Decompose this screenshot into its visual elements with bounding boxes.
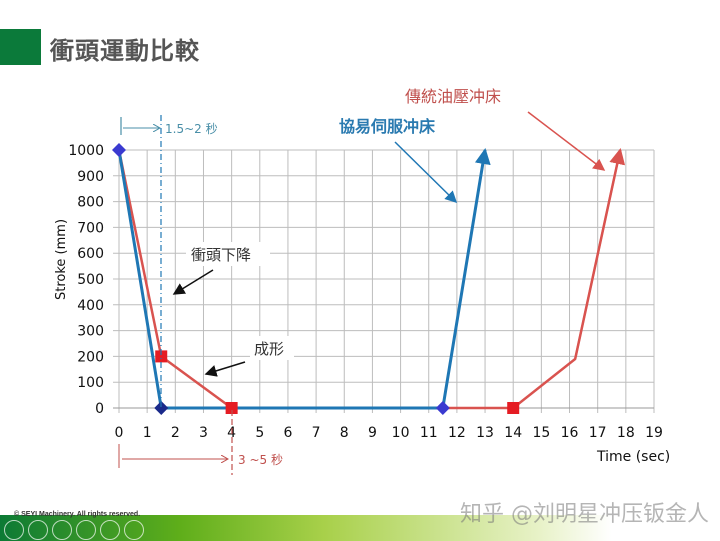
y-tick-label: 1000 <box>68 143 104 159</box>
y-tick-label: 100 <box>77 375 104 391</box>
nav-forward-icon[interactable] <box>28 520 48 540</box>
y-tick-label: 700 <box>77 220 104 236</box>
servo-rise-arrow <box>441 148 491 409</box>
servo-data-point <box>435 401 450 415</box>
x-tick-label: 17 <box>589 425 607 441</box>
y-axis-label: Stroke (mm) <box>54 219 69 300</box>
more-icon[interactable] <box>124 520 144 540</box>
footer-bar <box>0 515 720 541</box>
y-tick-label: 900 <box>77 169 104 185</box>
zoom-icon[interactable] <box>100 520 120 540</box>
x-tick-label: 13 <box>476 425 494 441</box>
forming-label: 成形 <box>254 340 284 358</box>
descent-arrow <box>172 269 214 295</box>
title-accent-block <box>0 29 41 65</box>
y-tick-label: 300 <box>77 324 104 340</box>
servo-data-point <box>154 401 169 415</box>
hydraulic-interval-label: 3 ~5 秒 <box>238 453 283 467</box>
forming-arrow <box>204 361 246 377</box>
x-tick-label: 5 <box>255 425 264 441</box>
x-tick-label: 16 <box>561 425 579 441</box>
x-tick-label: 11 <box>420 425 438 441</box>
y-tick-label: 0 <box>95 401 104 417</box>
hydraulic-rise-arrow <box>574 148 626 360</box>
page-title: 衝頭運動比較 <box>50 37 200 65</box>
descent-label: 衝頭下降 <box>191 246 251 264</box>
servo-interval-label: 1.5~2 秒 <box>165 122 218 136</box>
x-tick-label: 10 <box>392 425 410 441</box>
y-tick-label: 600 <box>77 246 104 262</box>
x-tick-label: 9 <box>368 425 377 441</box>
x-tick-label: 3 <box>199 425 208 441</box>
y-tick-label: 500 <box>77 272 104 288</box>
y-tick-label: 400 <box>77 298 104 314</box>
x-tick-label: 15 <box>532 425 550 441</box>
x-axis-label: Time (sec) <box>596 449 670 465</box>
pen-icon[interactable] <box>52 520 72 540</box>
hydraulic-series-label: 傳統油壓冲床 <box>405 87 501 106</box>
x-tick-label: 6 <box>283 425 292 441</box>
nav-back-icon[interactable] <box>4 520 24 540</box>
servo-data-point <box>112 143 126 157</box>
x-tick-label: 12 <box>448 425 466 441</box>
copyright: © SEYI Machinery. All rights reserved. <box>14 511 141 518</box>
slides-icon[interactable] <box>76 520 96 540</box>
x-tick-label: 19 <box>645 425 663 441</box>
hydraulic-data-point <box>225 402 238 414</box>
y-tick-label: 200 <box>77 349 104 365</box>
servo-callout-arrow <box>394 141 458 204</box>
y-tick-label: 800 <box>77 195 104 211</box>
watermark: 知乎 @刘明星冲压钣金人 <box>460 502 709 527</box>
hydraulic-data-point <box>507 402 520 414</box>
servo-series-label: 協易伺服冲床 <box>339 117 436 136</box>
x-tick-label: 1 <box>143 425 152 441</box>
x-tick-label: 18 <box>617 425 635 441</box>
hydraulic-data-point <box>155 350 168 363</box>
hydraulic-callout-arrow <box>527 111 606 171</box>
x-tick-label: 2 <box>171 425 180 441</box>
x-tick-label: 0 <box>115 425 124 441</box>
x-tick-label: 14 <box>504 425 522 441</box>
x-tick-label: 7 <box>312 425 321 441</box>
x-tick-label: 8 <box>340 425 349 441</box>
